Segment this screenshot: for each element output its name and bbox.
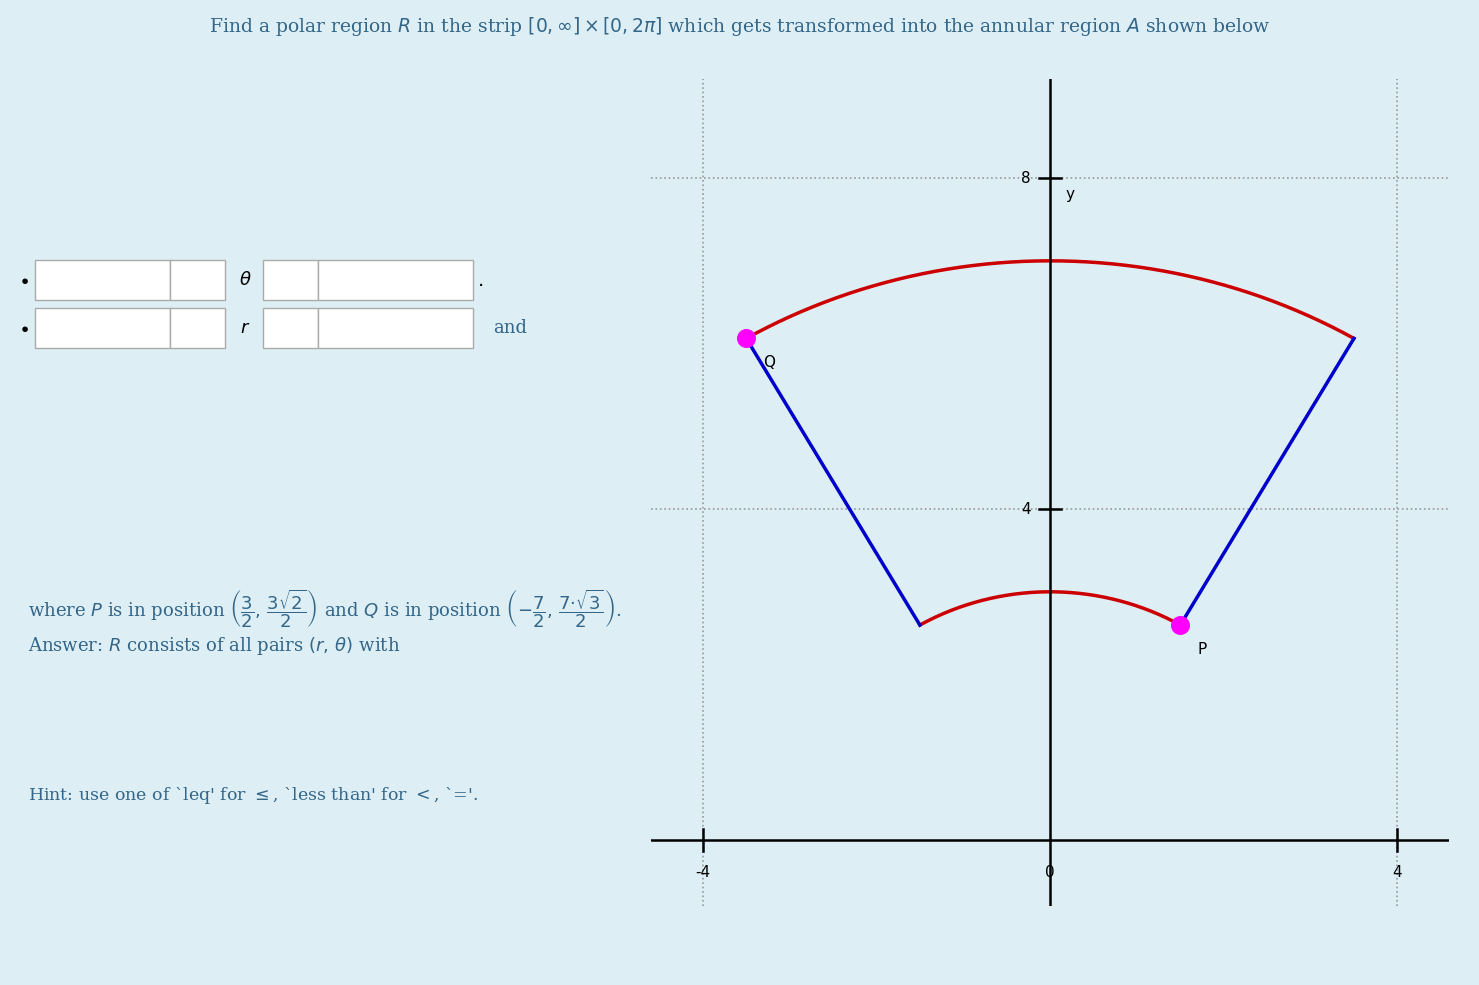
Text: Answer: $R$ consists of all pairs $(r,\,\theta)$ with: Answer: $R$ consists of all pairs $(r,\,… bbox=[28, 635, 401, 657]
Text: where $P$ is in position $\left(\dfrac{3}{2},\, \dfrac{3\sqrt{2}}{2}\right)$ and: where $P$ is in position $\left(\dfrac{3… bbox=[28, 587, 621, 629]
Text: Q: Q bbox=[763, 356, 775, 370]
Text: 4: 4 bbox=[1022, 501, 1031, 516]
Bar bbox=[170, 308, 225, 348]
Text: 0: 0 bbox=[1046, 865, 1055, 880]
Bar bbox=[263, 260, 318, 300]
Bar bbox=[318, 308, 473, 348]
Text: y: y bbox=[1066, 187, 1075, 202]
Bar bbox=[35, 260, 170, 300]
Text: .: . bbox=[478, 271, 484, 290]
Bar bbox=[318, 260, 473, 300]
Bar bbox=[263, 308, 318, 348]
Text: and: and bbox=[493, 319, 527, 337]
Text: 4: 4 bbox=[1393, 865, 1402, 880]
Text: $\bullet$: $\bullet$ bbox=[18, 318, 30, 338]
Bar bbox=[170, 260, 225, 300]
Text: -4: -4 bbox=[695, 865, 710, 880]
Text: $r$: $r$ bbox=[240, 319, 250, 337]
Bar bbox=[35, 308, 170, 348]
Text: P: P bbox=[1198, 642, 1207, 657]
Text: Find a polar region $R$ in the strip $[0, \infty] \times [0, 2\pi]$ which gets t: Find a polar region $R$ in the strip $[0… bbox=[209, 15, 1270, 38]
Text: $\theta$: $\theta$ bbox=[238, 271, 251, 289]
Text: 8: 8 bbox=[1022, 170, 1031, 185]
Point bbox=[735, 331, 759, 347]
Text: Hint: use one of `leq' for $\leq$, `less than' for $<$, `='.: Hint: use one of `leq' for $\leq$, `less… bbox=[28, 785, 478, 806]
Point bbox=[1168, 618, 1192, 633]
Text: $\bullet$: $\bullet$ bbox=[18, 271, 30, 290]
